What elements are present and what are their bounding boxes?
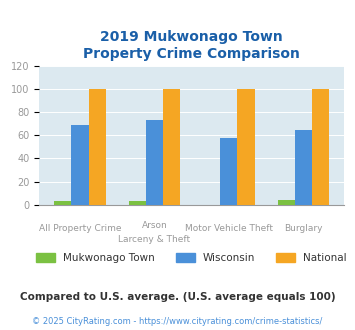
Bar — [54, 201, 71, 205]
Bar — [312, 89, 329, 205]
Bar — [129, 201, 146, 205]
Text: All Property Crime: All Property Crime — [39, 224, 121, 233]
Bar — [163, 89, 180, 205]
Text: Arson: Arson — [142, 221, 167, 230]
Title: 2019 Mukwonago Town
Property Crime Comparison: 2019 Mukwonago Town Property Crime Compa… — [83, 30, 300, 61]
Bar — [88, 89, 106, 205]
Bar — [295, 129, 312, 205]
Text: Compared to U.S. average. (U.S. average equals 100): Compared to U.S. average. (U.S. average … — [20, 292, 335, 302]
Text: Motor Vehicle Theft: Motor Vehicle Theft — [185, 224, 273, 233]
Bar — [278, 200, 295, 205]
Text: Burglary: Burglary — [284, 224, 323, 233]
Bar — [146, 120, 163, 205]
Bar — [220, 138, 237, 205]
Text: Larceny & Theft: Larceny & Theft — [119, 235, 191, 244]
Bar — [237, 89, 255, 205]
Bar — [71, 125, 88, 205]
Text: © 2025 CityRating.com - https://www.cityrating.com/crime-statistics/: © 2025 CityRating.com - https://www.city… — [32, 317, 323, 326]
Legend: Mukwonago Town, Wisconsin, National: Mukwonago Town, Wisconsin, National — [32, 248, 351, 267]
